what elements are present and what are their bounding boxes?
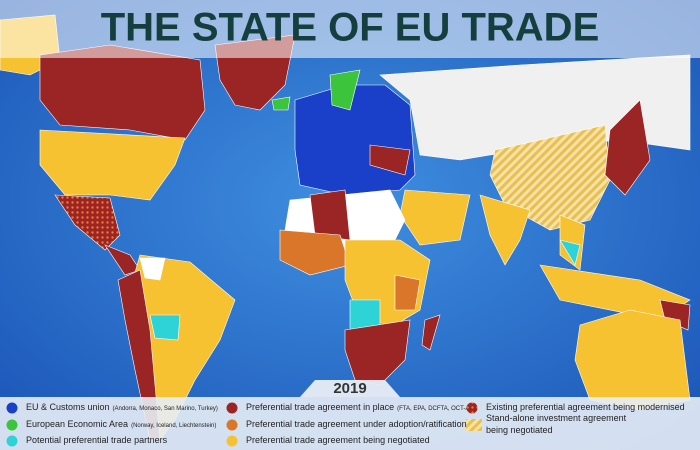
year-tab [300,380,400,397]
legend-label: Preferential trade agreement being negot… [246,435,430,445]
legend-label: Potential preferential trade partners [26,435,168,445]
legend-label: EU & Customs union (Andorra, Monaco, San … [26,402,218,412]
legend-swatch [6,435,18,447]
legend-text: Potential preferential trade partners [26,435,168,445]
legend-text: European Economic Area [26,419,128,429]
land [0,14,691,441]
legend-swatch [226,419,238,431]
legend-swatch [466,402,478,414]
legend-swatch [226,435,238,447]
year: 2019 [333,380,366,397]
legend-label: Existing preferential agreement being mo… [486,402,685,412]
legend-label: European Economic Area (Norway, Iceland, … [26,419,216,429]
legend-text: Preferential trade agreement under adopt… [246,419,467,429]
legend: EU & Customs union (Andorra, Monaco, San … [6,402,685,447]
legend-swatch [6,419,18,431]
legend-note: (FTA, EPA, DCFTA, OCT-AA) [397,406,475,412]
legend-note: (Andorra, Monaco, San Marino, Turkey) [113,406,218,412]
legend-text: Existing preferential agreement being mo… [486,402,685,412]
legend-text: being negotiated [486,425,553,435]
legend-label: Stand-alone investment agreement being ne… [486,413,627,435]
legend-label: Preferential trade agreement under adopt… [246,419,467,429]
legend-swatch [6,402,18,414]
legend-text: Preferential trade agreement being negot… [246,435,430,445]
legend-swatch [226,402,238,414]
legend-panel [0,397,700,450]
legend-text: Preferential trade agreement in place [246,402,394,412]
legend-text: Stand-alone investment agreement [486,413,627,423]
legend-note: (Norway, Iceland, Liechtenstein) [131,423,216,429]
title-band [0,0,700,58]
title: THE STATE OF EU TRADE [101,6,600,50]
legend-label: Preferential trade agreement in place (FT… [246,402,475,412]
legend-text: EU & Customs union [26,402,110,412]
legend-swatch [466,419,482,431]
